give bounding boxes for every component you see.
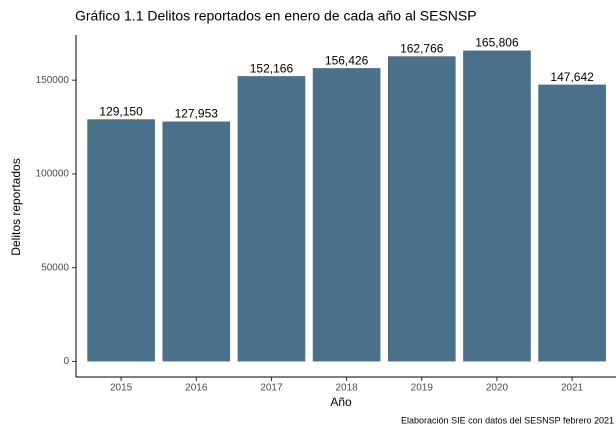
bar — [463, 50, 531, 362]
x-axis-label: Año — [330, 395, 352, 409]
value-label: 162,766 — [400, 41, 444, 55]
x-tick-label: 2015 — [110, 383, 133, 394]
y-tick-label: 0 — [63, 356, 69, 367]
bar — [312, 68, 381, 362]
caption: Elaboración SIE con datos del SESNSP feb… — [401, 415, 614, 425]
bar — [538, 84, 606, 362]
x-tick-label: 2016 — [185, 383, 208, 394]
value-label: 165,806 — [475, 36, 519, 50]
x-tick-label: 2018 — [335, 383, 358, 394]
y-tick-label: 150000 — [36, 75, 70, 86]
bar — [387, 56, 456, 362]
value-label: 127,953 — [175, 107, 219, 121]
x-tick-label: 2019 — [411, 383, 434, 394]
value-label: 129,150 — [99, 104, 143, 118]
y-tick-label: 100000 — [36, 169, 70, 180]
bar — [237, 76, 306, 362]
value-label: 147,642 — [550, 70, 594, 84]
chart-title: Gráfico 1.1 Delitos reportados en enero … — [75, 8, 477, 24]
y-tick-label: 50000 — [41, 262, 69, 273]
value-label: 156,426 — [325, 53, 369, 67]
value-label: 152,166 — [250, 61, 294, 75]
x-tick-label: 2021 — [561, 383, 584, 394]
x-tick-label: 2017 — [260, 383, 283, 394]
x-tick-label: 2020 — [486, 383, 509, 394]
y-axis-label: Delitos reportados — [9, 158, 23, 255]
bar — [87, 119, 155, 362]
bar — [162, 121, 231, 362]
